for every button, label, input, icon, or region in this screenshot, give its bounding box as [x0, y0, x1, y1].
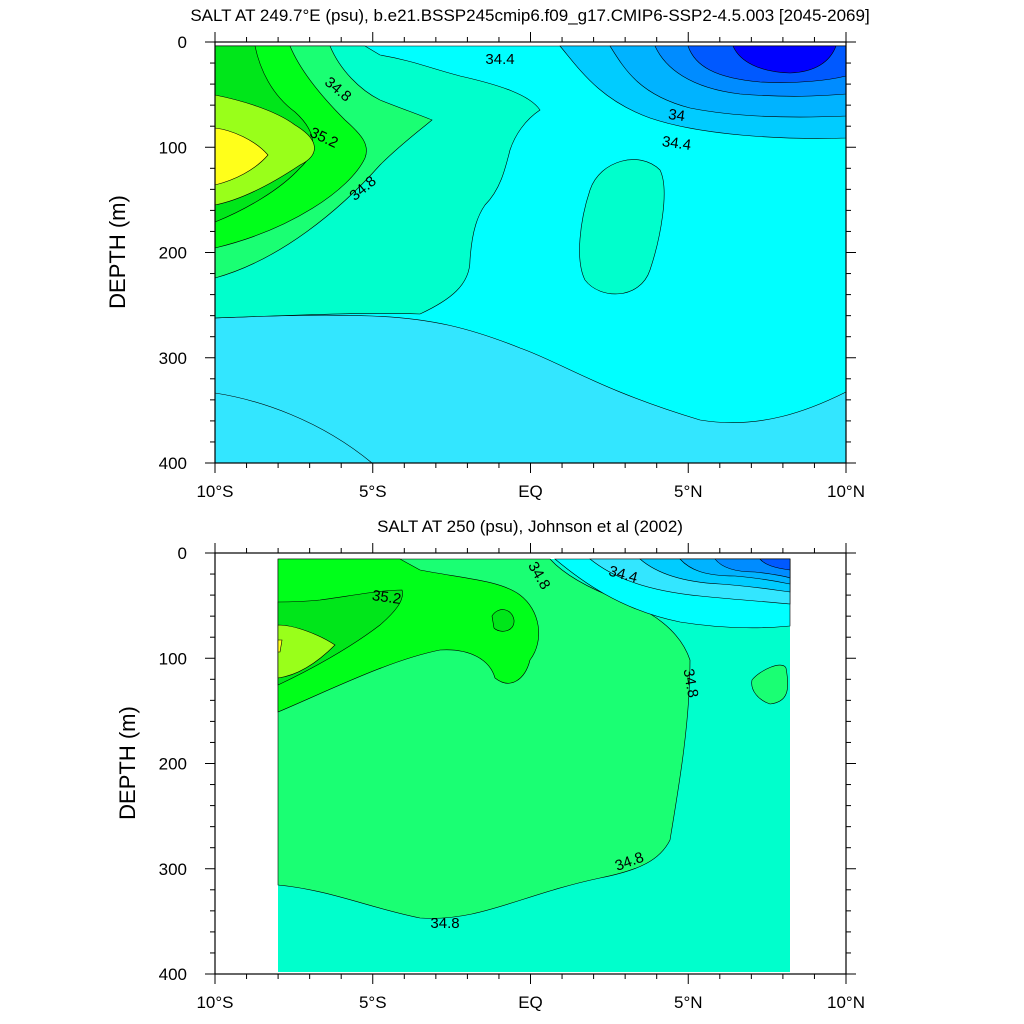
y-tick-label: 0: [178, 544, 187, 563]
panel-2-y-label: DEPTH (m): [115, 706, 140, 820]
y-tick-label: 400: [159, 454, 187, 473]
panel-1-y-axis: 0 100 200 300 400: [159, 33, 856, 473]
panel-2-y-axis: 0 100 200 300 400: [159, 544, 856, 984]
x-tick-label: 10°S: [196, 482, 233, 501]
panel-1-contour-fills: [214, 45, 847, 464]
panel-2-x-axis: 10°S 5°S EQ 5°N 10°N: [196, 543, 865, 1012]
y-tick-label: 0: [178, 33, 187, 52]
contour-label: 34.4: [607, 563, 640, 587]
panel-2-contour-fills: [277, 558, 791, 972]
panel-2-title: SALT AT 250 (psu), Johnson et al (2002): [377, 517, 683, 536]
panel-1: SALT AT 249.7°E (psu), b.e21.BSSP245cmip…: [105, 6, 870, 501]
contour-label: 34.4: [485, 51, 514, 68]
panel-1-y-label: DEPTH (m): [105, 195, 130, 309]
y-tick-label: 100: [159, 649, 187, 668]
x-tick-label: 10°N: [827, 482, 865, 501]
contour-label: 34.8: [680, 667, 702, 699]
panel-1-x-axis: 10°S 5°S EQ 5°N 10°N: [196, 32, 865, 501]
y-tick-label: 200: [159, 755, 187, 774]
x-tick-label: EQ: [518, 993, 543, 1012]
y-tick-label: 100: [159, 138, 187, 157]
panel-1-title: SALT AT 249.7°E (psu), b.e21.BSSP245cmip…: [190, 6, 869, 25]
y-tick-label: 400: [159, 965, 187, 984]
fill-lime: [277, 624, 336, 679]
y-tick-label: 300: [159, 349, 187, 368]
contour-label: 34.4: [661, 133, 692, 154]
fill-blue5: [732, 45, 837, 74]
fill-yellow: [277, 639, 283, 653]
x-tick-label: 5°S: [359, 993, 387, 1012]
fill-lime: [214, 94, 315, 206]
y-tick-label: 300: [159, 860, 187, 879]
x-tick-label: 10°S: [196, 993, 233, 1012]
x-tick-label: 10°N: [827, 993, 865, 1012]
x-tick-label: 5°S: [359, 482, 387, 501]
contour-label: 34.8: [430, 915, 459, 932]
x-tick-label: EQ: [518, 482, 543, 501]
fill-green-blob: [491, 609, 515, 632]
fill-aqua-green-blob: [751, 664, 789, 705]
contour-label: 35.2: [371, 587, 402, 608]
panel-2: SALT AT 250 (psu), Johnson et al (2002) …: [115, 517, 865, 1012]
contour-label: 34: [667, 106, 686, 125]
y-tick-label: 200: [159, 244, 187, 263]
x-tick-label: 5°N: [674, 482, 703, 501]
fill-yellow: [214, 127, 269, 186]
x-tick-label: 5°N: [674, 993, 703, 1012]
fill-aqua-green-lens: [579, 159, 665, 295]
fill-blue4: [759, 558, 791, 571]
